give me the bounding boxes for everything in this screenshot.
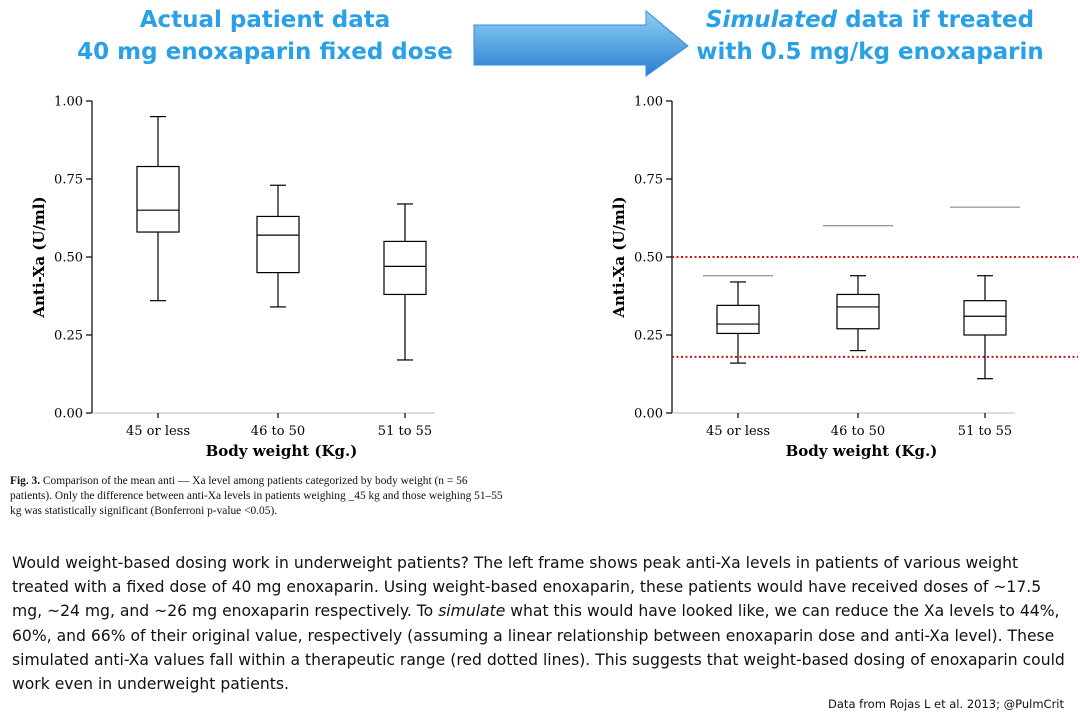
box-iqr: [716, 304, 760, 335]
commentary-part-1: Would weight-based dosing work in underw…: [12, 554, 1042, 621]
x-tick-label: 45 or less: [706, 424, 770, 439]
y-axis-label: Anti-Xa (U/ml): [30, 196, 48, 318]
box-iqr: [136, 165, 180, 233]
y-tick-label: 0.25: [634, 329, 663, 344]
y-tick-label: 0.75: [634, 173, 663, 188]
x-tick-label: 45 or less: [126, 424, 190, 439]
caption-label: Fig. 3.: [10, 475, 41, 487]
x-tick-label: 51 to 55: [378, 424, 432, 439]
right-title-line-2: with 0.5 mg/kg enoxaparin: [696, 39, 1044, 65]
left-title-line-1: Actual patient data: [139, 7, 391, 33]
x-tick-label: 46 to 50: [831, 424, 885, 439]
right-boxplot-chart: 0.00 0.25 0.50 0.75 1.00 Anti-Xa (U/ml) 45 or …: [610, 95, 1078, 460]
y-tick-label: 0.25: [54, 329, 83, 344]
y-tick-label: 0.75: [54, 173, 83, 188]
right-title-line-1: Simulated data if treated: [680, 4, 1060, 36]
commentary-italic: simulate: [438, 602, 506, 621]
left-panel-title: Actual patient data 40 mg enoxaparin fix…: [60, 4, 470, 68]
source-credit: Data from Rojas L et al. 2013; @PulmCrit: [828, 697, 1064, 711]
box-iqr: [836, 293, 880, 330]
y-tick-label: 0.00: [634, 407, 663, 422]
x-axis-label: Body weight (Kg.): [786, 442, 938, 460]
figure-caption: Fig. 3. Comparison of the mean anti — Xa…: [10, 474, 510, 519]
commentary-part-2: what this would have looked like, we can…: [12, 602, 1065, 694]
left-title-line-2: 40 mg enoxaparin fixed dose: [77, 39, 453, 65]
y-tick-label: 1.00: [634, 95, 663, 110]
y-tick-label: 0.00: [54, 407, 83, 422]
box-iqr: [383, 240, 427, 296]
x-tick-label: 51 to 55: [958, 424, 1012, 439]
box-iqr: [963, 300, 1007, 336]
y-axis-label: Anti-Xa (U/ml): [610, 196, 628, 318]
right-title-line-1-rest: data if treated: [837, 7, 1035, 33]
right-arrow-icon: [473, 9, 689, 77]
y-tick-label: 1.00: [54, 95, 83, 110]
right-panel-title: Simulated data if treated with 0.5 mg/kg…: [680, 4, 1060, 68]
right-title-italic: Simulated: [705, 7, 838, 33]
x-tick-label: 46 to 50: [251, 424, 305, 439]
left-boxplot-chart: 0.00 0.25 0.50 0.75 1.00 Anti-Xa (U/ml) 45 or …: [30, 95, 435, 460]
x-axis-label: Body weight (Kg.): [206, 442, 358, 460]
y-tick-label: 0.50: [634, 251, 663, 266]
caption-text: Comparison of the mean anti — Xa level a…: [10, 475, 503, 517]
commentary-paragraph: Would weight-based dosing work in underw…: [12, 551, 1070, 696]
y-tick-label: 0.50: [54, 251, 83, 266]
box-iqr: [256, 215, 300, 274]
